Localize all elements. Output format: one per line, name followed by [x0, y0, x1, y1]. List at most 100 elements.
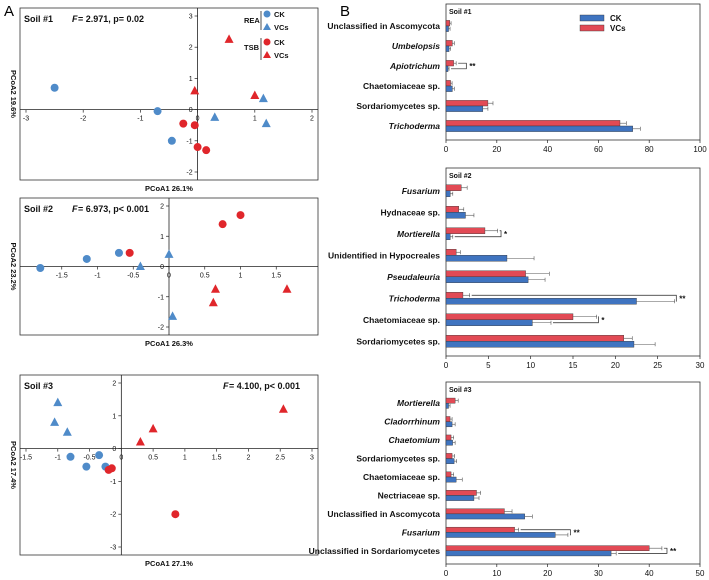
scatter-point — [190, 85, 200, 95]
scatter-point — [95, 451, 104, 460]
x-tick-label: 50 — [696, 569, 705, 578]
panel-b-letter: B — [340, 3, 350, 20]
x-tick-label: 2 — [246, 455, 250, 462]
bar-vcs — [445, 227, 486, 234]
plot-frame — [19, 7, 319, 181]
bar-vcs — [445, 292, 464, 299]
significance-label: * — [601, 316, 605, 325]
category-label: Unidentified in Hypocreales — [328, 250, 440, 260]
category-label: Chaetomium — [389, 435, 441, 445]
x-axis-label: PCoA1 27.1% — [145, 559, 193, 568]
category-label: Unclassified in Sordariomycetes — [309, 546, 441, 556]
scatter-point — [167, 136, 176, 145]
x-tick-label: 1 — [239, 273, 243, 280]
bar-chart-soil-3: Soil #3 Mortierella Cladorrhinum Chaetomium… — [309, 381, 705, 578]
x-tick-label: 1 — [253, 116, 257, 123]
category-label: Fusarium — [402, 527, 441, 537]
bar-ck — [445, 25, 449, 32]
y-tick-label: -2 — [110, 512, 116, 519]
y-tick-label: 0 — [160, 264, 164, 271]
bar-ck — [445, 105, 484, 112]
significance-bracket — [552, 316, 599, 324]
y-axis-label: PCoA2 19.6% — [9, 70, 18, 118]
bar-vcs — [445, 335, 625, 342]
x-tick-label: -1.5 — [20, 455, 32, 462]
x-tick-label: 10 — [492, 569, 501, 578]
scatter-point — [193, 143, 202, 152]
category-label: Cladorrhinum — [384, 417, 440, 427]
bar-chart-soil-2: Soil #2 Fusarium Hydnaceae sp. Mortierella U… — [328, 167, 705, 370]
significance-label: ** — [573, 528, 580, 537]
bar-chart-soil-1: Soil #1 Unclassified in Ascomycota Umbelop… — [327, 3, 707, 154]
soil-label: Soil #3 — [449, 387, 472, 394]
y-tick-label: 2 — [112, 381, 116, 388]
stat-f: F — [72, 14, 78, 24]
x-tick-label: 10 — [526, 361, 535, 370]
bar-ck — [445, 550, 612, 557]
scatter-point — [114, 248, 123, 257]
category-label: Umbelopsis — [392, 41, 440, 51]
category-label: Unclassified in Ascomycota — [327, 21, 440, 31]
x-tick-label: 15 — [569, 361, 578, 370]
x-tick-label: 40 — [543, 145, 552, 154]
y-tick-label: 1 — [189, 76, 193, 83]
scatter-point — [82, 254, 91, 263]
bar-vcs — [445, 434, 452, 441]
y-tick-label: 1 — [160, 234, 164, 241]
bar-vcs — [445, 490, 477, 496]
significance-label: ** — [469, 62, 476, 71]
scatter-point — [190, 121, 199, 130]
category-label: Mortierella — [397, 229, 440, 239]
bar-ck — [445, 212, 466, 219]
legend-rea-label: REA — [244, 16, 260, 25]
significance-bracket — [520, 529, 571, 536]
x-tick-label: 2 — [310, 116, 314, 123]
bar-vcs — [445, 40, 453, 47]
bar-vcs — [445, 397, 456, 404]
bar-vcs — [445, 545, 650, 551]
soil-label: Soil #3 — [24, 381, 53, 391]
scatter-point — [168, 311, 178, 320]
category-label: Chaetomiaceae sp. — [363, 472, 440, 482]
stat-text: = 2.971, p= 0.02 — [78, 14, 144, 24]
bar-vcs — [445, 100, 489, 107]
x-tick-label: 20 — [611, 361, 620, 370]
scatter-point — [224, 34, 234, 43]
x-tick-label: 0 — [167, 273, 171, 280]
stat-text: = 6.973, p< 0.001 — [78, 204, 149, 214]
x-tick-label: 30 — [696, 361, 705, 370]
y-axis-label: PCoA2 23.2% — [9, 243, 18, 291]
significance-label: * — [504, 230, 508, 239]
scatter-point — [66, 452, 75, 461]
scatter-point — [148, 423, 158, 433]
x-tick-label: 100 — [693, 145, 707, 154]
category-label: Mortierella — [397, 398, 440, 408]
stat-text: = 4.100, p< 0.001 — [229, 381, 300, 391]
bar-vcs — [445, 508, 505, 515]
bar-vcs — [445, 471, 452, 478]
soil-label: Soil #2 — [449, 173, 472, 180]
bar-vcs — [445, 120, 621, 127]
scatter-point — [258, 93, 268, 103]
scatter-point — [50, 83, 59, 92]
y-tick-label: -3 — [110, 545, 116, 552]
legend-ck-label: CK — [274, 10, 285, 19]
x-tick-label: 3 — [310, 455, 314, 462]
scatter-point — [202, 146, 211, 155]
x-tick-label: 20 — [492, 145, 501, 154]
scatter-point — [135, 261, 145, 270]
bar-ck — [445, 319, 533, 326]
x-tick-label: 0.5 — [200, 273, 210, 280]
legend-vcs-label: VCs — [610, 24, 626, 33]
legend-ck-label: CK — [610, 14, 622, 23]
bar-ck — [445, 439, 453, 446]
significance-bracket — [471, 294, 677, 302]
legend-tsb-vcs-marker — [263, 51, 271, 58]
bar-ck — [445, 532, 556, 538]
y-tick-label: -1 — [186, 138, 192, 145]
bar-ck — [445, 495, 475, 501]
x-tick-label: 0 — [444, 361, 449, 370]
x-tick-label: 5 — [486, 361, 491, 370]
bar-ck — [445, 45, 450, 52]
